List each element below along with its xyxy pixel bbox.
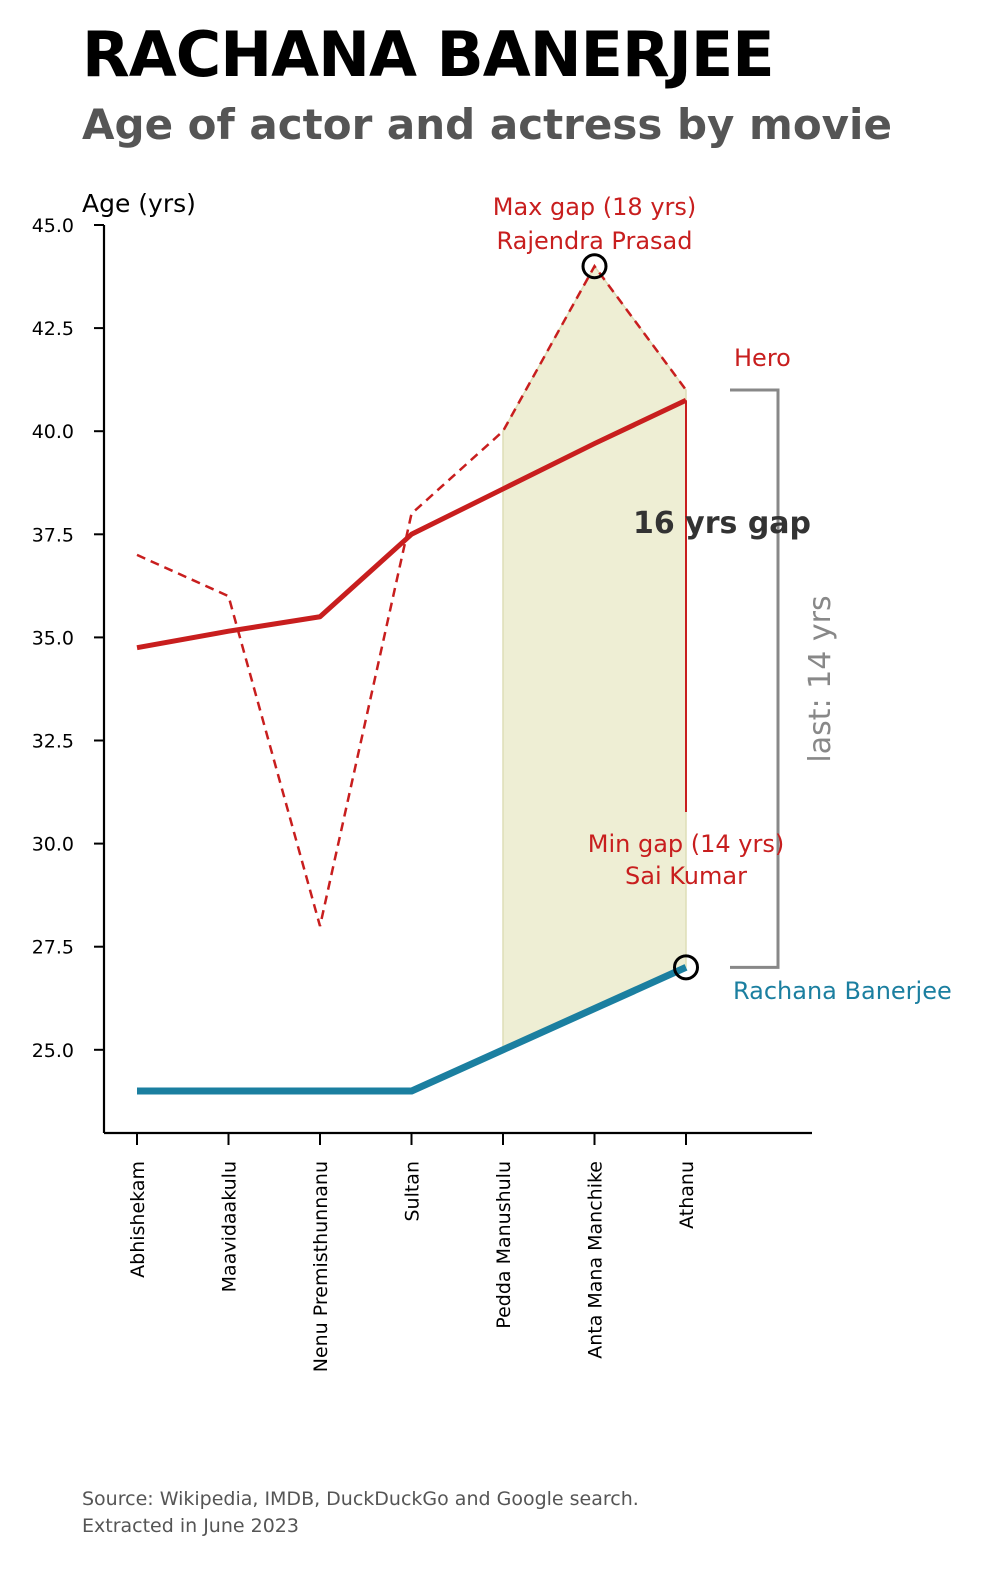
x-tick-label: Nenu Premisthunnanu [310,1161,332,1372]
y-tick-label: 42.5 [32,318,74,340]
source-line-1: Source: Wikipedia, IMDB, DuckDuckGo and … [82,1488,639,1510]
x-tick-label: Athanu [676,1161,698,1229]
x-tick-label: Abhishekam [127,1161,149,1278]
y-axis-label: Age (yrs) [82,189,196,218]
y-tick-label: 27.5 [32,937,74,959]
hero-dashed-line [136,263,688,927]
hero-trend-line [136,398,688,651]
y-tick-label: 32.5 [32,731,74,753]
last-gap-bracket [730,388,780,969]
last-heroine-marker [673,954,699,981]
y-axis-ticks: 25.0 27.5 30.0 32.5 35.0 37.5 40.0 42.5 45.0 [32,215,104,1062]
last-gap-label: last: 14 yrs [803,595,838,762]
min-gap-name: Sai Kumar [625,862,747,890]
age-chart: Age (yrs) 25.0 27.5 30.0 32.5 35.0 37.5 40.0 42… [32,189,952,1372]
heroine-line [137,964,688,1095]
trend-gap-label: 16 yrs gap [633,506,811,541]
source-note: Source: Wikipedia, IMDB, DuckDuckGo and … [82,1486,639,1540]
y-tick-label: 25.0 [32,1040,74,1062]
hero-label: Hero [734,344,791,372]
chart-title: RACHANA BANERJEE [82,18,775,91]
x-tick-label: Sultan [402,1161,424,1222]
x-tick-label: Pedda Manushulu [493,1161,515,1329]
max-gap-name: Rajendra Prasad [496,227,692,255]
max-gap-label: Max gap (18 yrs) [493,193,697,221]
x-tick-label: Anta Mana Manchike [585,1161,607,1359]
heroine-label: Rachana Banerjee [733,977,952,1005]
x-tick-label: Maavidaakulu [219,1161,241,1292]
x-axis-ticks: Abhishekam Maavidaakulu Nenu Premisthunnan… [127,1133,698,1372]
annotations: Max gap (18 yrs) Rajendra Prasad Hero 16 yr… [493,193,952,1005]
min-gap-label: Min gap (14 yrs) [588,830,785,858]
chart-subtitle: Age of actor and actress by movie [82,100,892,149]
max-gap-marker [581,253,608,280]
y-tick-label: 35.0 [32,627,74,649]
y-tick-label: 30.0 [32,834,74,856]
source-line-2: Extracted in June 2023 [82,1515,299,1537]
y-tick-label: 45.0 [32,215,74,237]
y-tick-label: 37.5 [32,524,74,546]
series-lines [136,263,688,1095]
y-tick-label: 40.0 [32,421,74,443]
axes: Age (yrs) [82,189,812,1135]
